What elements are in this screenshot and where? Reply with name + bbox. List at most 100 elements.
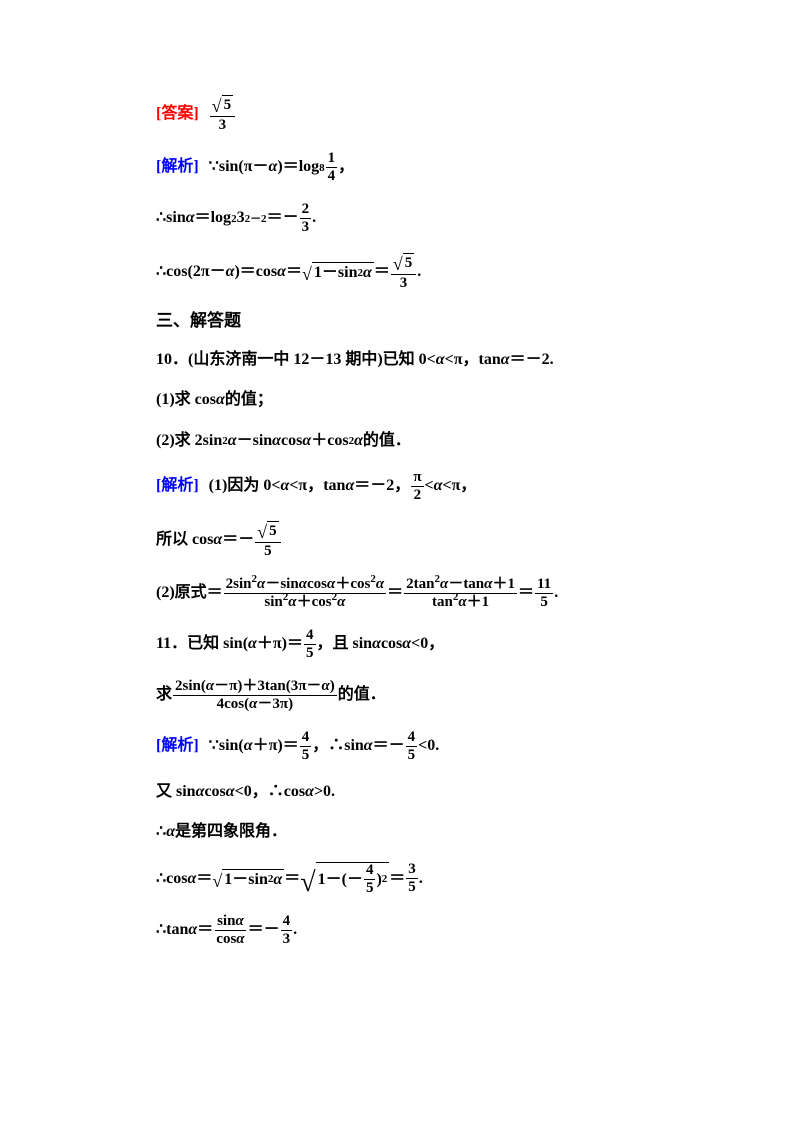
frac: 2 3 — [300, 202, 312, 235]
text: 又 sin — [156, 781, 196, 803]
alpha: α — [402, 633, 411, 655]
text: >0. — [314, 781, 335, 803]
text: ∴sin — [156, 207, 186, 229]
text: ∵sin( — [209, 735, 244, 757]
text: <π，tan — [445, 349, 501, 371]
text: ＝－ — [267, 207, 299, 229]
alpha: α — [269, 156, 278, 178]
sqrt: √ 1－(－45)2 — [300, 862, 389, 896]
text: ＝ — [374, 261, 390, 283]
alpha: α — [302, 430, 311, 452]
alpha: α — [196, 781, 205, 803]
alpha: α — [228, 430, 237, 452]
alpha: α — [226, 261, 235, 283]
alpha: α — [280, 475, 289, 497]
analysis-label: 解析 — [161, 156, 193, 178]
text: cos — [381, 633, 402, 655]
page-content: [ 答案 ] √5 3 [ 解析 ] ∵sin(π－ α )＝log 8 1 4… — [0, 0, 793, 1045]
frac: 3 5 — [406, 862, 418, 895]
text: ，且 sin — [317, 633, 373, 655]
text: 是第四象限角． — [175, 821, 287, 843]
text: 10．(山东济南一中 12－13 期中)已知 0< — [156, 349, 436, 371]
text: (2)原式＝ — [156, 582, 223, 604]
text: < — [425, 475, 434, 497]
text: ＝ — [196, 868, 212, 890]
analysis-label: 解析 — [161, 735, 193, 757]
frac: 4 3 — [281, 914, 293, 947]
q11-prompt: 求 2sin(α－π)＋3tan(3π－α) 4cos(α－3π) 的值． — [156, 679, 643, 712]
text: ＝－ — [222, 529, 254, 551]
alpha: α — [434, 475, 443, 497]
text: <π，tan — [289, 475, 345, 497]
q11-analysis-l2: 又 sin α cos α <0，∴cos α >0. — [156, 781, 643, 803]
q11-analysis-l4: ∴cos α ＝ √ 1－sin2α ＝ √ 1－(－45)2 ＝ 3 5 . — [156, 862, 643, 896]
q11-analysis-l5: ∴tan α ＝ sinα cosα ＝－ 4 3 . — [156, 914, 643, 947]
alpha: α — [166, 821, 175, 843]
text: ＝－ — [248, 919, 280, 941]
alpha: α — [248, 633, 257, 655]
text: ∴cos(2π－ — [156, 261, 226, 283]
section-heading: 三、解答题 — [156, 309, 643, 333]
text: ，∴sin — [312, 735, 364, 757]
text: ＝ — [387, 582, 403, 604]
text: ＝ — [284, 868, 300, 890]
text: ＝ — [389, 868, 405, 890]
text: ＝ — [197, 919, 213, 941]
q11-analysis-l1: [ 解析 ] ∵sin( α ＋π)＝ 4 5 ，∴sin α ＝－ 4 5 <… — [156, 730, 643, 763]
text: ∵sin(π－ — [209, 156, 269, 178]
text: (2)求 2sin — [156, 430, 222, 452]
alpha: α — [305, 781, 314, 803]
text: <0，∴cos — [235, 781, 305, 803]
bracket-close: ] — [193, 475, 198, 497]
text: ＝－ — [373, 735, 405, 757]
text: ∴cos — [156, 868, 188, 890]
text: ＝－2. — [510, 349, 554, 371]
text: 11．已知 sin( — [156, 633, 248, 655]
text: ＋π)＝ — [253, 735, 299, 757]
text: . — [417, 261, 421, 283]
bracket-close: ] — [193, 103, 198, 125]
text: 求 — [156, 684, 172, 706]
alpha: α — [501, 349, 510, 371]
text: 的值； — [225, 389, 273, 411]
q11-stem: 11．已知 sin( α ＋π)＝ 4 5 ，且 sin α cos α <0， — [156, 628, 643, 661]
text: )＝cos — [234, 261, 277, 283]
answer-line: [ 答案 ] √5 3 — [156, 95, 643, 133]
text: (1)求 cos — [156, 389, 216, 411]
q10-analysis-l1b: 所以 cos α ＝－ √5 5 — [156, 521, 643, 559]
alpha: α — [345, 475, 354, 497]
text: cos — [281, 430, 302, 452]
q10-part2: (2)求 2sin 2 α －sin α cos α ＋cos 2 α 的值． — [156, 430, 643, 452]
alpha: α — [226, 781, 235, 803]
text: ∴tan — [156, 919, 188, 941]
q10-analysis-l1: [ 解析 ] (1)因为 0< α <π，tan α ＝－2， π 2 < α … — [156, 470, 643, 503]
q10-part1: (1)求 cos α 的值； — [156, 389, 643, 411]
text: . — [419, 868, 423, 890]
frac: 2sin2α－sinαcosα＋cos2α sin2α＋cos2α — [224, 577, 386, 610]
text: ＝ — [286, 261, 302, 283]
frac: 1 4 — [326, 151, 338, 184]
text: ＋π)＝ — [257, 633, 303, 655]
text: . — [293, 919, 297, 941]
frac: 4 5 — [304, 628, 316, 661]
text: 的值． — [338, 684, 386, 706]
alpha: α — [277, 261, 286, 283]
alpha: α — [354, 430, 363, 452]
alpha: α — [213, 529, 222, 551]
bracket-close: ] — [193, 156, 198, 178]
alpha: α — [244, 735, 253, 757]
q10-stem: 10．(山东济南一中 12－13 期中)已知 0< α <π，tan α ＝－2… — [156, 349, 643, 371]
frac: 4 5 — [300, 730, 312, 763]
frac: √5 5 — [255, 521, 280, 559]
sqrt: √ 1－sin2α — [302, 262, 374, 282]
alpha: α — [186, 207, 195, 229]
analysis1-line1: [ 解析 ] ∵sin(π－ α )＝log 8 1 4 ， — [156, 151, 643, 184]
text: 3 — [237, 207, 245, 229]
analysis1-line3: ∴cos(2π－ α )＝cos α ＝ √ 1－sin2α ＝ √5 3 . — [156, 253, 643, 291]
frac: 11 5 — [535, 577, 553, 610]
alpha: α — [188, 868, 197, 890]
text: －sin — [237, 430, 273, 452]
alpha: α — [188, 919, 197, 941]
frac: 4 5 — [406, 730, 418, 763]
text: <π， — [443, 475, 477, 497]
